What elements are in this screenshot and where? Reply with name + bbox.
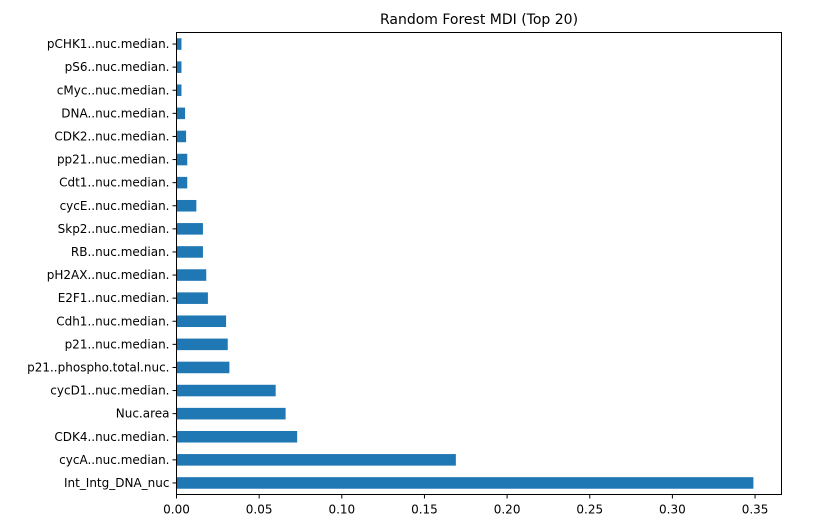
bar-2 — [176, 430, 298, 443]
y-tick-label-10: RB..nuc.median. — [71, 245, 170, 259]
x-tick-label-0: 0.00 — [163, 503, 190, 517]
x-tick-label-1: 0.05 — [246, 503, 273, 517]
bar-19 — [176, 38, 182, 50]
y-tick-label-9: pH2AX..nuc.median. — [47, 268, 170, 282]
x-tick-label-4: 0.20 — [494, 503, 521, 517]
bar-7 — [176, 315, 227, 328]
y-tick-label-13: Cdt1..nuc.median. — [59, 176, 169, 190]
y-tick-label-7: Cdh1..nuc.median. — [56, 314, 169, 328]
bar-13 — [176, 176, 188, 189]
y-tick-label-2: CDK4..nuc.median. — [54, 430, 169, 444]
y-tick-label-14: pp21..nuc.median. — [57, 153, 170, 167]
bar-17 — [176, 84, 182, 97]
y-tick-label-8: E2F1..nuc.median. — [58, 291, 170, 305]
y-tick-label-12: cycE..nuc.median. — [60, 199, 170, 213]
plot-frame — [176, 32, 782, 495]
y-tick-label-16: DNA..nuc.median. — [61, 106, 169, 120]
bar-9 — [176, 269, 207, 281]
x-axis-ticks: 0.00 0.05 0.10 0.15 0.20 0.25 0.30 0.35 — [163, 494, 769, 517]
bar-12 — [176, 199, 197, 212]
y-tick-label-17: cMyc..nuc.median. — [57, 83, 170, 97]
y-tick-label-18: pS6..nuc.median. — [65, 60, 170, 74]
x-tick-label-6: 0.30 — [659, 503, 686, 517]
bar-10 — [176, 246, 203, 258]
y-tick-label-4: cycD1..nuc.median. — [50, 384, 169, 398]
bar-18 — [176, 61, 182, 73]
bars-group — [176, 38, 754, 489]
y-tick-label-11: Skp2..nuc.median. — [58, 222, 170, 236]
bar-8 — [176, 292, 208, 304]
x-tick-label-3: 0.15 — [411, 503, 438, 517]
y-axis-ticks: Int_Intg_DNA_nuc cycA..nuc.median. CDK4..n… — [27, 37, 177, 490]
bar-4 — [176, 384, 276, 397]
chart-title: Random Forest MDI (Top 20) — [380, 12, 578, 28]
bar-3 — [176, 407, 286, 420]
y-tick-label-0: Int_Intg_DNA_nuc — [64, 476, 170, 490]
bar-5 — [176, 361, 230, 374]
bar-14 — [176, 153, 188, 166]
y-tick-label-6: p21..nuc.median. — [65, 337, 170, 351]
bar-6 — [176, 338, 228, 351]
x-tick-label-7: 0.35 — [742, 503, 769, 517]
x-tick-label-5: 0.25 — [576, 503, 603, 517]
y-tick-label-1: cycA..nuc.median. — [59, 453, 169, 467]
bar-11 — [176, 223, 203, 235]
y-tick-label-19: pCHK1..nuc.median. — [47, 37, 170, 51]
bar-0 — [176, 477, 754, 489]
y-tick-label-5: p21..phospho.total.nuc. — [27, 360, 169, 374]
bar-1 — [176, 454, 456, 466]
bar-15 — [176, 130, 187, 143]
y-tick-label-15: CDK2..nuc.median. — [54, 129, 169, 143]
bar-16 — [176, 107, 186, 120]
y-tick-label-3: Nuc.area — [116, 407, 170, 421]
x-tick-label-2: 0.10 — [328, 503, 355, 517]
